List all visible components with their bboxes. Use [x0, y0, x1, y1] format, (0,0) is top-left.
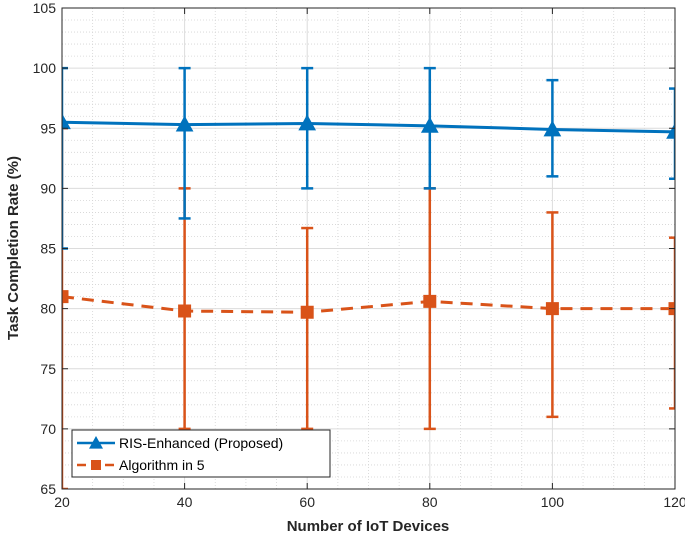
legend-marker-square	[91, 460, 101, 470]
x-tick-label: 40	[177, 494, 193, 510]
legend-label-ris-enhanced: RIS-Enhanced (Proposed)	[119, 435, 283, 451]
x-axis-title: Number of IoT Devices	[287, 518, 450, 535]
legend: RIS-Enhanced (Proposed) Algorithm in 5	[72, 430, 330, 477]
x-tick-label: 120	[663, 494, 685, 510]
data-point	[179, 305, 191, 317]
data-point	[424, 295, 436, 307]
x-tick-label: 20	[54, 494, 70, 510]
y-tick-label: 100	[33, 60, 57, 76]
y-tick-label: 65	[40, 481, 56, 497]
y-tick-label: 80	[40, 301, 56, 317]
y-tick-label: 95	[40, 120, 56, 136]
x-tick-label: 100	[541, 494, 565, 510]
data-point	[546, 303, 558, 315]
x-tick-label: 80	[422, 494, 438, 510]
y-tick-label: 90	[40, 180, 56, 196]
legend-label-algorithm-5: Algorithm in 5	[119, 457, 205, 473]
chart: 20 40 60 80 100 120 65 70 75 80 85 90 95 100 105 Numbe…	[0, 0, 685, 536]
y-tick-label: 75	[40, 361, 56, 377]
y-tick-label: 105	[33, 0, 57, 16]
data-point	[301, 306, 313, 318]
x-tick-label: 60	[299, 494, 315, 510]
y-axis-title: Task Completion Rate (%)	[5, 156, 22, 340]
y-tick-label: 85	[40, 241, 56, 257]
y-tick-label: 70	[40, 421, 56, 437]
